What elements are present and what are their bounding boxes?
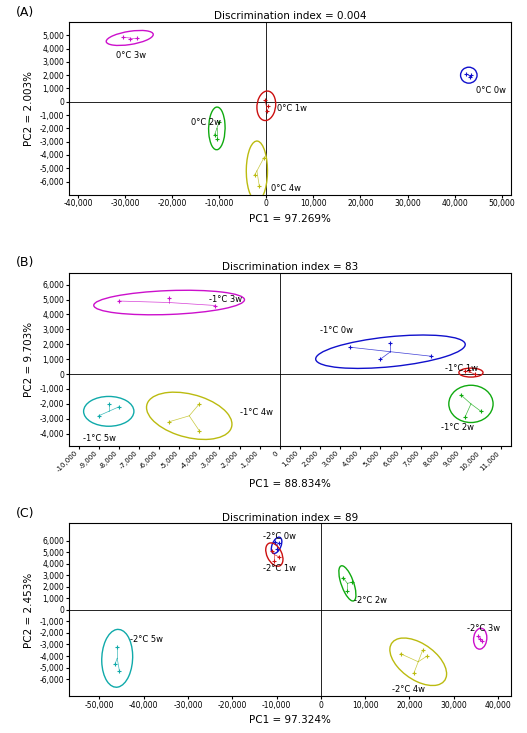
Text: -1°C 3w: -1°C 3w [209, 295, 242, 304]
Text: 0°C 3w: 0°C 3w [115, 51, 146, 60]
Text: 0°C 1w: 0°C 1w [277, 105, 307, 114]
Text: 0°C 4w: 0°C 4w [271, 184, 301, 194]
Y-axis label: PC2 = 2.003%: PC2 = 2.003% [24, 71, 34, 146]
Text: -1°C 0w: -1°C 0w [320, 326, 353, 336]
Title: Discrimination index = 89: Discrimination index = 89 [222, 512, 358, 523]
X-axis label: PC1 = 97.269%: PC1 = 97.269% [249, 213, 331, 224]
Y-axis label: PC2 = 9.703%: PC2 = 9.703% [24, 322, 34, 397]
Text: 0°C 2w: 0°C 2w [191, 118, 221, 127]
Text: -2°C 0w: -2°C 0w [264, 531, 296, 540]
Y-axis label: PC2 = 2.453%: PC2 = 2.453% [24, 572, 34, 647]
X-axis label: PC1 = 88.834%: PC1 = 88.834% [249, 479, 331, 489]
Title: Discrimination index = 0.004: Discrimination index = 0.004 [213, 11, 366, 21]
Text: -2°C 1w: -2°C 1w [264, 564, 296, 572]
Text: (C): (C) [15, 507, 34, 520]
Text: -2°C 5w: -2°C 5w [131, 636, 163, 644]
Text: -1°C 2w: -1°C 2w [441, 423, 474, 432]
Text: (B): (B) [15, 257, 34, 269]
Text: -1°C 1w: -1°C 1w [445, 364, 478, 372]
Text: -1°C 4w: -1°C 4w [240, 408, 272, 417]
Text: -2°C 2w: -2°C 2w [354, 596, 387, 605]
Text: 0°C 0w: 0°C 0w [476, 86, 506, 95]
Text: (A): (A) [15, 6, 34, 18]
Text: -2°C 3w: -2°C 3w [467, 624, 500, 633]
X-axis label: PC1 = 97.324%: PC1 = 97.324% [249, 715, 331, 725]
Title: Discrimination index = 83: Discrimination index = 83 [222, 262, 358, 272]
Text: -1°C 5w: -1°C 5w [83, 434, 115, 443]
Text: -2°C 4w: -2°C 4w [392, 685, 425, 694]
